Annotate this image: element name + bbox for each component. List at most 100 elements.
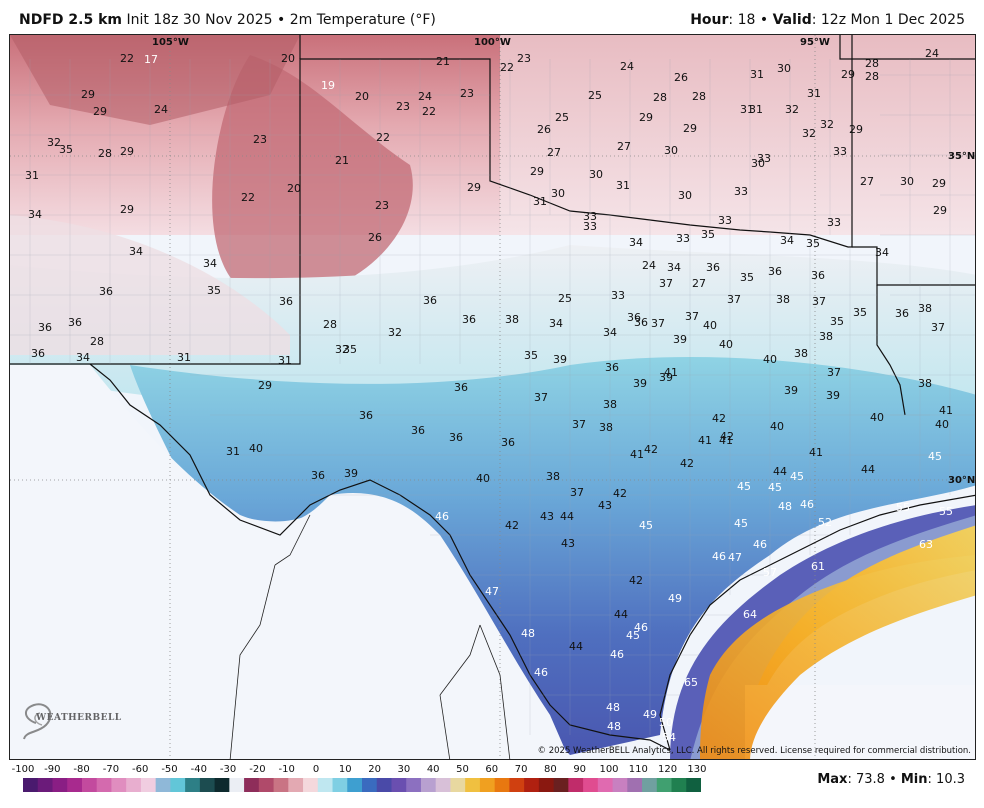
temperature-map[interactable]: 105°W 100°W 95°W 35°N 30°N 22 17 20 21 22 23 2… [9,34,976,760]
colorbar-segment [347,778,363,792]
station-value: 27 [860,175,874,188]
station-value: 40 [770,420,784,433]
station-value: 44 [614,608,628,621]
copyright-notice: © 2025 WeatherBELL Analytics, LLC. All r… [537,746,971,756]
station-value: 29 [258,379,272,392]
station-value: 43 [561,537,575,550]
station-value: 40 [935,418,949,431]
station-value: 40 [763,353,777,366]
station-value: 33 [833,145,847,158]
colorbar-segment [170,778,186,792]
colorbar-tick-label: -70 [102,764,120,775]
station-value: 27 [617,140,631,153]
station-value: 38 [505,313,519,326]
station-value: 39 [344,467,358,480]
station-value: 39 [633,377,647,390]
station-value: 29 [849,123,863,136]
colorbar-segment [376,778,392,792]
station-value: 32 [388,326,402,339]
station-value: 28 [692,90,706,103]
colorbar-segment [52,778,68,792]
colorbar-segment [273,778,289,792]
colorbar-segment [317,778,334,792]
station-value: 34 [28,208,42,221]
station-value: 46 [712,550,726,563]
station-value: 30 [589,168,603,181]
colorbar-segment [465,778,481,792]
station-value: 47 [728,551,742,564]
station-value: 41 [719,434,733,447]
colorbar-segment [420,778,437,792]
station-value: 63 [919,538,933,551]
station-value: 41 [664,366,678,379]
station-value: 36 [706,261,720,274]
max-min-readout: Max: 73.8 • Min: 10.3 [817,772,965,787]
station-value: 35 [524,349,538,362]
colorbar-labels: -100 -90 -80 -70 -60 -50 -40 -30 -20 -10 0 10 20 30 40… [0,764,984,776]
station-value: 29 [120,203,134,216]
colorbar-segment [671,778,687,792]
colorbar-segment [686,778,701,792]
colorbar-segment [199,778,216,792]
station-value: 44 [773,465,787,478]
station-value: 42 [505,519,519,532]
colorbar-segment [362,778,378,792]
station-value: 32 [47,136,61,149]
station-value: 39 [784,384,798,397]
station-value: 33 [611,289,625,302]
station-value: 26 [368,231,382,244]
map-canvas: 105°W 100°W 95°W 35°N 30°N 22 17 20 21 22232… [10,35,975,759]
colorbar-tick-label: -40 [190,764,207,775]
station-value: 24 [418,90,432,103]
colorbar-segment [597,778,614,792]
station-value: 42 [613,487,627,500]
station-value: 37 [727,293,741,306]
station-value: 36 [895,307,909,320]
temperature-colorbar [23,778,701,792]
station-value: 33 [718,214,732,227]
graticule-label-30n: 30°N [948,475,975,486]
colorbar-tick-label: 90 [573,764,587,775]
valid-value: 12z Mon 1 Dec 2025 [820,12,965,28]
station-value: 24 [925,47,939,60]
station-value: 32 [802,127,816,140]
graticule-label-35n: 35°N [948,151,975,162]
station-value: 38 [546,470,560,483]
colorbar-tick-label: 20 [368,764,381,775]
station-value: 30 [678,189,692,202]
colorbar-tick-label: -20 [249,764,266,775]
station-value: 37 [659,277,673,290]
colorbar-segment [96,778,112,792]
station-value: 33 [583,220,597,233]
station-value: 29 [683,122,697,135]
station-value: 36 [605,361,619,374]
colorbar-segment [538,778,555,792]
map-header: NDFD 2.5 km Init 18z 30 Nov 2025 • 2m Te… [0,0,984,34]
station-value: 31 [807,87,821,100]
colorbar-tick-label: 110 [628,764,648,775]
station-value: 40 [719,338,733,351]
model-name: NDFD 2.5 km [19,12,122,28]
station-value: 30 [551,187,565,200]
colorbar-segment [214,778,230,792]
station-value: 36 [449,431,463,444]
coldest-core [212,55,413,299]
station-value: 35 [830,315,844,328]
graticule-label-105w: 105°W [152,37,189,48]
colorbar-tick-label: -90 [44,764,61,775]
variable-name: 2m Temperature (°F) [289,12,436,28]
colorbar-segment [642,778,658,792]
station-value: 22 [241,191,255,204]
colorbar-segment [450,778,466,792]
station-value: 37 [827,366,841,379]
init-time: Init 18z 30 Nov 2025 [126,12,273,28]
station-value: 40 [476,472,490,485]
station-value: 27 [547,146,561,159]
colorbar-segment [23,778,39,792]
station-value: 37 [534,391,548,404]
station-value: 37 [572,418,586,431]
station-value: 32 [820,118,834,131]
station-value: 34 [549,317,563,330]
colorbar-segment [111,778,127,792]
station-value: 36 [462,313,476,326]
